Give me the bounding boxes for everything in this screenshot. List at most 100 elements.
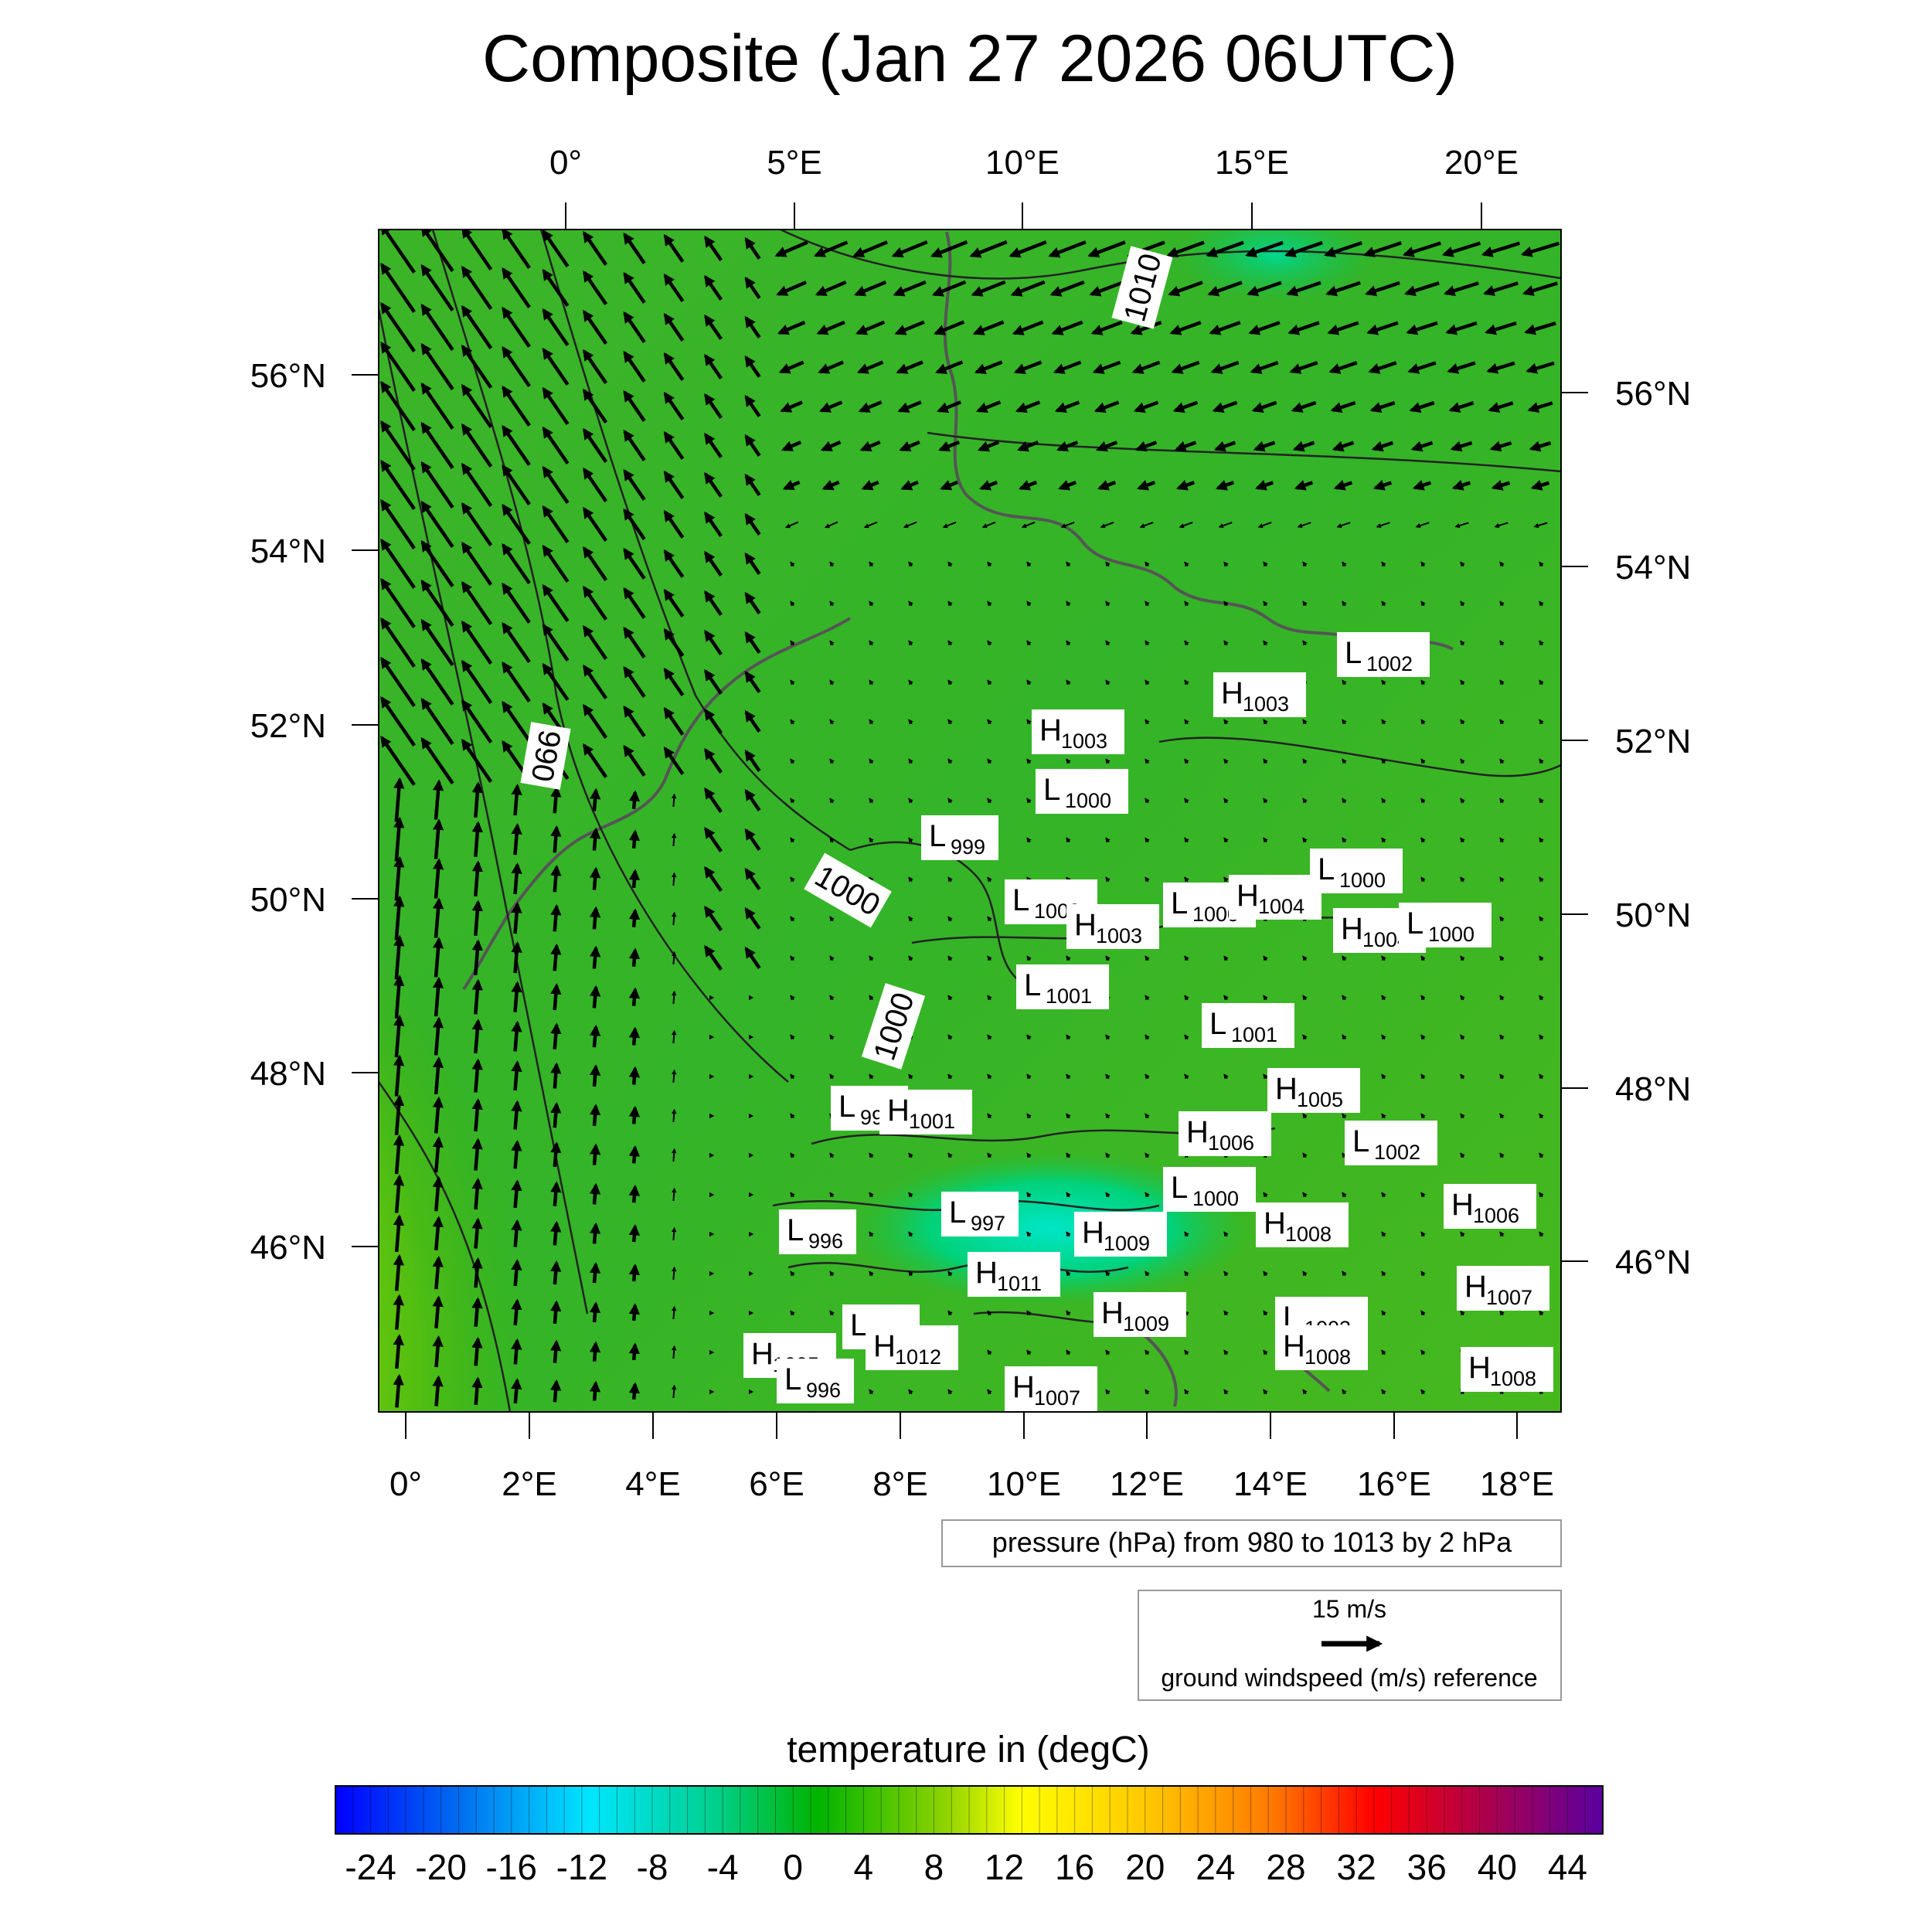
wind-arrow (790, 1310, 795, 1316)
wind-arrow (1460, 1152, 1465, 1158)
wind-arrow (380, 498, 416, 549)
wind-arrow (1342, 1389, 1347, 1395)
wind-arrow (1213, 440, 1236, 452)
wind-arrow (781, 440, 802, 451)
bottom-lon-tick-label: 8°E (872, 1465, 927, 1503)
pressure-center-type: H (1082, 1216, 1104, 1250)
wind-arrow (623, 508, 646, 540)
wind-arrow (744, 709, 761, 733)
wind-arrow (1145, 1270, 1150, 1277)
wind-arrow (589, 866, 601, 890)
wind-arrow (461, 659, 493, 704)
wind-arrow (947, 916, 953, 922)
pressure-center-type: L (1209, 1007, 1226, 1041)
wind-arrow (1404, 281, 1440, 297)
wind-arrow (704, 314, 723, 340)
wind-arrow (1049, 280, 1085, 297)
wind-arrow (1460, 719, 1465, 725)
low-pressure-center: L 1001 (1016, 964, 1109, 1009)
wind-arrow (511, 1060, 522, 1091)
wind-arrow (502, 306, 531, 348)
right-lat-tick-label: 48°N (1615, 1070, 1691, 1108)
wind-arrow (1491, 479, 1511, 491)
wind-arrow (1381, 837, 1386, 843)
wind-arrow (471, 1336, 483, 1366)
pressure-center-value: 1003 (1096, 924, 1142, 947)
wind-arrow (663, 312, 685, 342)
isobars (379, 230, 1561, 1412)
wind-arrow (1171, 360, 1200, 374)
map-title: Composite (Jan 27 2026 06UTC) (482, 22, 1458, 96)
wind-arrow (471, 900, 483, 936)
wind-arrow (393, 1373, 404, 1408)
wind-arrow (908, 640, 913, 646)
wind-arrow (1292, 440, 1315, 452)
wind-arrow (1381, 1270, 1386, 1277)
wind-arrow (829, 955, 835, 961)
pressure-center-value: 1001 (1046, 985, 1092, 1008)
wind-arrow (1026, 640, 1032, 646)
pressure-center-value: 1006 (1473, 1204, 1519, 1227)
wind-arrow (821, 479, 840, 491)
wind-arrow (704, 235, 723, 261)
wind-arrow (550, 943, 562, 971)
high-pressure-center: H 1004 (1229, 875, 1321, 920)
pressure-center-type: H (1101, 1296, 1124, 1330)
wind-arrow (1342, 1192, 1347, 1198)
wind-arrow (1420, 758, 1426, 764)
wind-arrow (623, 587, 646, 619)
wind-arrow (432, 977, 444, 1017)
wind-arrow (869, 719, 874, 725)
wind-arrow (1499, 1310, 1505, 1316)
wind-arrow (947, 1073, 953, 1080)
wind-arrow (663, 273, 685, 302)
wind-arrow (790, 876, 795, 883)
wind-arrow (930, 240, 968, 258)
wind-arrow (589, 1341, 601, 1362)
wind-arrow (1145, 837, 1150, 843)
wind-arrow (987, 1349, 992, 1355)
wind-arrow (744, 434, 761, 457)
wind-arrow (979, 480, 998, 491)
wind-arrow (1054, 400, 1080, 413)
wind-arrow (393, 1253, 405, 1291)
wind-arrow (432, 1335, 444, 1368)
wind-arrow (623, 665, 646, 698)
wind-arrow (1223, 561, 1229, 567)
wind-arrow (987, 758, 992, 764)
wind-arrow (869, 798, 874, 804)
wind-arrow (471, 1138, 483, 1171)
wind-arrow (628, 1066, 641, 1085)
pressure-center-type: L (1024, 968, 1041, 1002)
wind-arrow (987, 561, 992, 567)
wind-arrow (704, 866, 723, 892)
pressure-center-value: 1000 (1065, 789, 1111, 812)
wind-arrow (829, 916, 835, 922)
wind-arrow (1342, 679, 1347, 685)
wind-arrow (471, 1217, 483, 1249)
wind-arrow (790, 1073, 795, 1080)
wind-arrow (628, 1184, 641, 1203)
wind-arrow (1342, 955, 1347, 961)
wind-arrow (380, 380, 416, 431)
wind-arrow (1302, 561, 1308, 567)
wind-arrow (420, 342, 454, 390)
pressure-center-type: H (1275, 1072, 1298, 1106)
wind-arrow (1420, 1231, 1426, 1237)
pressure-center-type: H (1341, 912, 1363, 946)
wind-arrow (420, 421, 454, 469)
wind-arrow (582, 703, 608, 739)
wind-arrow (935, 360, 964, 374)
wind-arrow (672, 1305, 677, 1320)
wind-arrow (1145, 1034, 1150, 1040)
wind-arrow (432, 1175, 444, 1212)
wind-arrow (971, 280, 1006, 297)
high-pressure-center: H 1008 (1461, 1347, 1553, 1392)
wind-arrow (663, 746, 685, 775)
wind-arrow (1263, 1310, 1268, 1316)
wind-arrow (1089, 281, 1124, 297)
wind-arrow (1257, 522, 1272, 529)
right-lat-tick-label: 52°N (1615, 723, 1691, 760)
wind-arrow (744, 394, 761, 417)
